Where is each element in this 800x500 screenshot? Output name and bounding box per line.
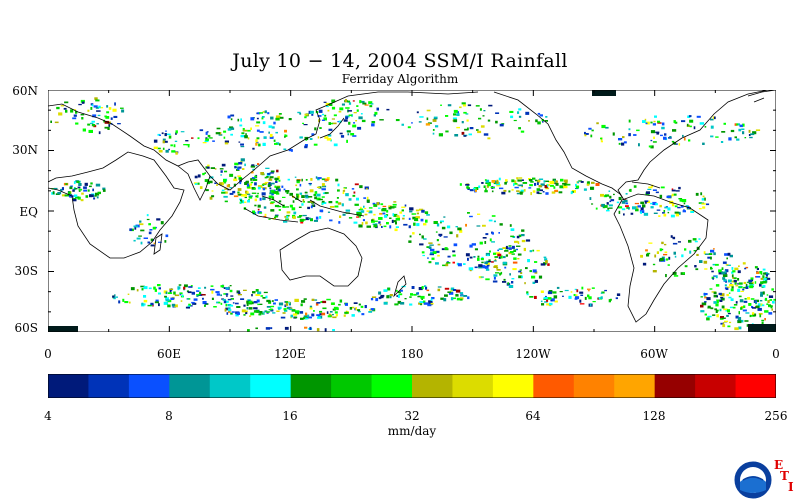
coast-africa (48, 151, 185, 259)
map-ticks (48, 90, 776, 332)
lat-label-60s: 60S (14, 321, 39, 335)
coast-caribbean (631, 181, 661, 189)
lat-label-30n: 30N (12, 143, 38, 157)
colorbar-cell (654, 374, 696, 398)
coastlines (48, 90, 776, 323)
colorbar-cell (169, 374, 211, 398)
colorbar-cell (533, 374, 575, 398)
eti-letter-t: T (780, 469, 789, 483)
colorbar-cell (735, 374, 776, 398)
colorbar-cell (371, 374, 413, 398)
colorbar-cell (492, 374, 534, 398)
scale-label-8: 8 (165, 409, 173, 423)
lon-label-120e: 120E (274, 347, 306, 361)
lat-label-eq: EQ (19, 205, 38, 219)
scale-label-256: 256 (764, 409, 788, 423)
coast-eurasia (48, 91, 479, 191)
scale-label-4: 4 (44, 409, 52, 423)
eti-badge: E T I (774, 458, 794, 494)
coast-indonesia (243, 195, 365, 223)
map-subtitle: Ferriday Algorithm (341, 72, 459, 86)
colorbar-cell (412, 374, 453, 398)
colorbar-cell (331, 374, 373, 398)
coast-north-america (493, 90, 769, 201)
lon-label-60w: 60W (640, 347, 668, 361)
coast-new-zealand (393, 275, 407, 298)
colorbar (48, 374, 776, 398)
colorbar-cell (290, 374, 332, 398)
lat-label-60n: 60N (12, 84, 38, 98)
scale-label-64: 64 (525, 409, 541, 423)
coast-south-america (613, 193, 709, 323)
lon-label-0: 0 (44, 347, 52, 361)
colorbar-cell (695, 374, 737, 398)
colorbar-cell (573, 374, 615, 398)
colorbar-unit: mm/day (387, 424, 437, 438)
coast-madagascar (153, 233, 163, 255)
lon-label-60e: 60E (156, 347, 182, 361)
noaa-logo (733, 460, 773, 500)
lon-label-180: 180 (400, 347, 424, 361)
colorbar-cell (614, 374, 656, 398)
colorbar-cell (48, 374, 89, 398)
colorbar-cell (452, 374, 494, 398)
eti-letter-e: E (774, 458, 784, 472)
coast-india (177, 165, 211, 201)
eti-letter-i: I (788, 480, 794, 494)
map-title: July 10 − 14, 2004 SSM/I Rainfall (232, 50, 568, 72)
lat-label-30s: 30S (14, 264, 39, 278)
coast-greenland (747, 90, 776, 103)
rainfall-map (48, 90, 776, 332)
colorbar-cell (209, 374, 251, 398)
colorbar-cell (128, 374, 170, 398)
colorbar-cell (88, 374, 130, 398)
lon-label-0-end: 0 (772, 347, 780, 361)
coast-australia (279, 227, 363, 287)
coast-japan (319, 117, 345, 139)
colorbar-cell (250, 374, 292, 398)
lon-label-120w: 120W (515, 347, 551, 361)
scale-label-32: 32 (404, 409, 420, 423)
scale-label-16: 16 (282, 409, 298, 423)
scale-label-128: 128 (642, 409, 666, 423)
